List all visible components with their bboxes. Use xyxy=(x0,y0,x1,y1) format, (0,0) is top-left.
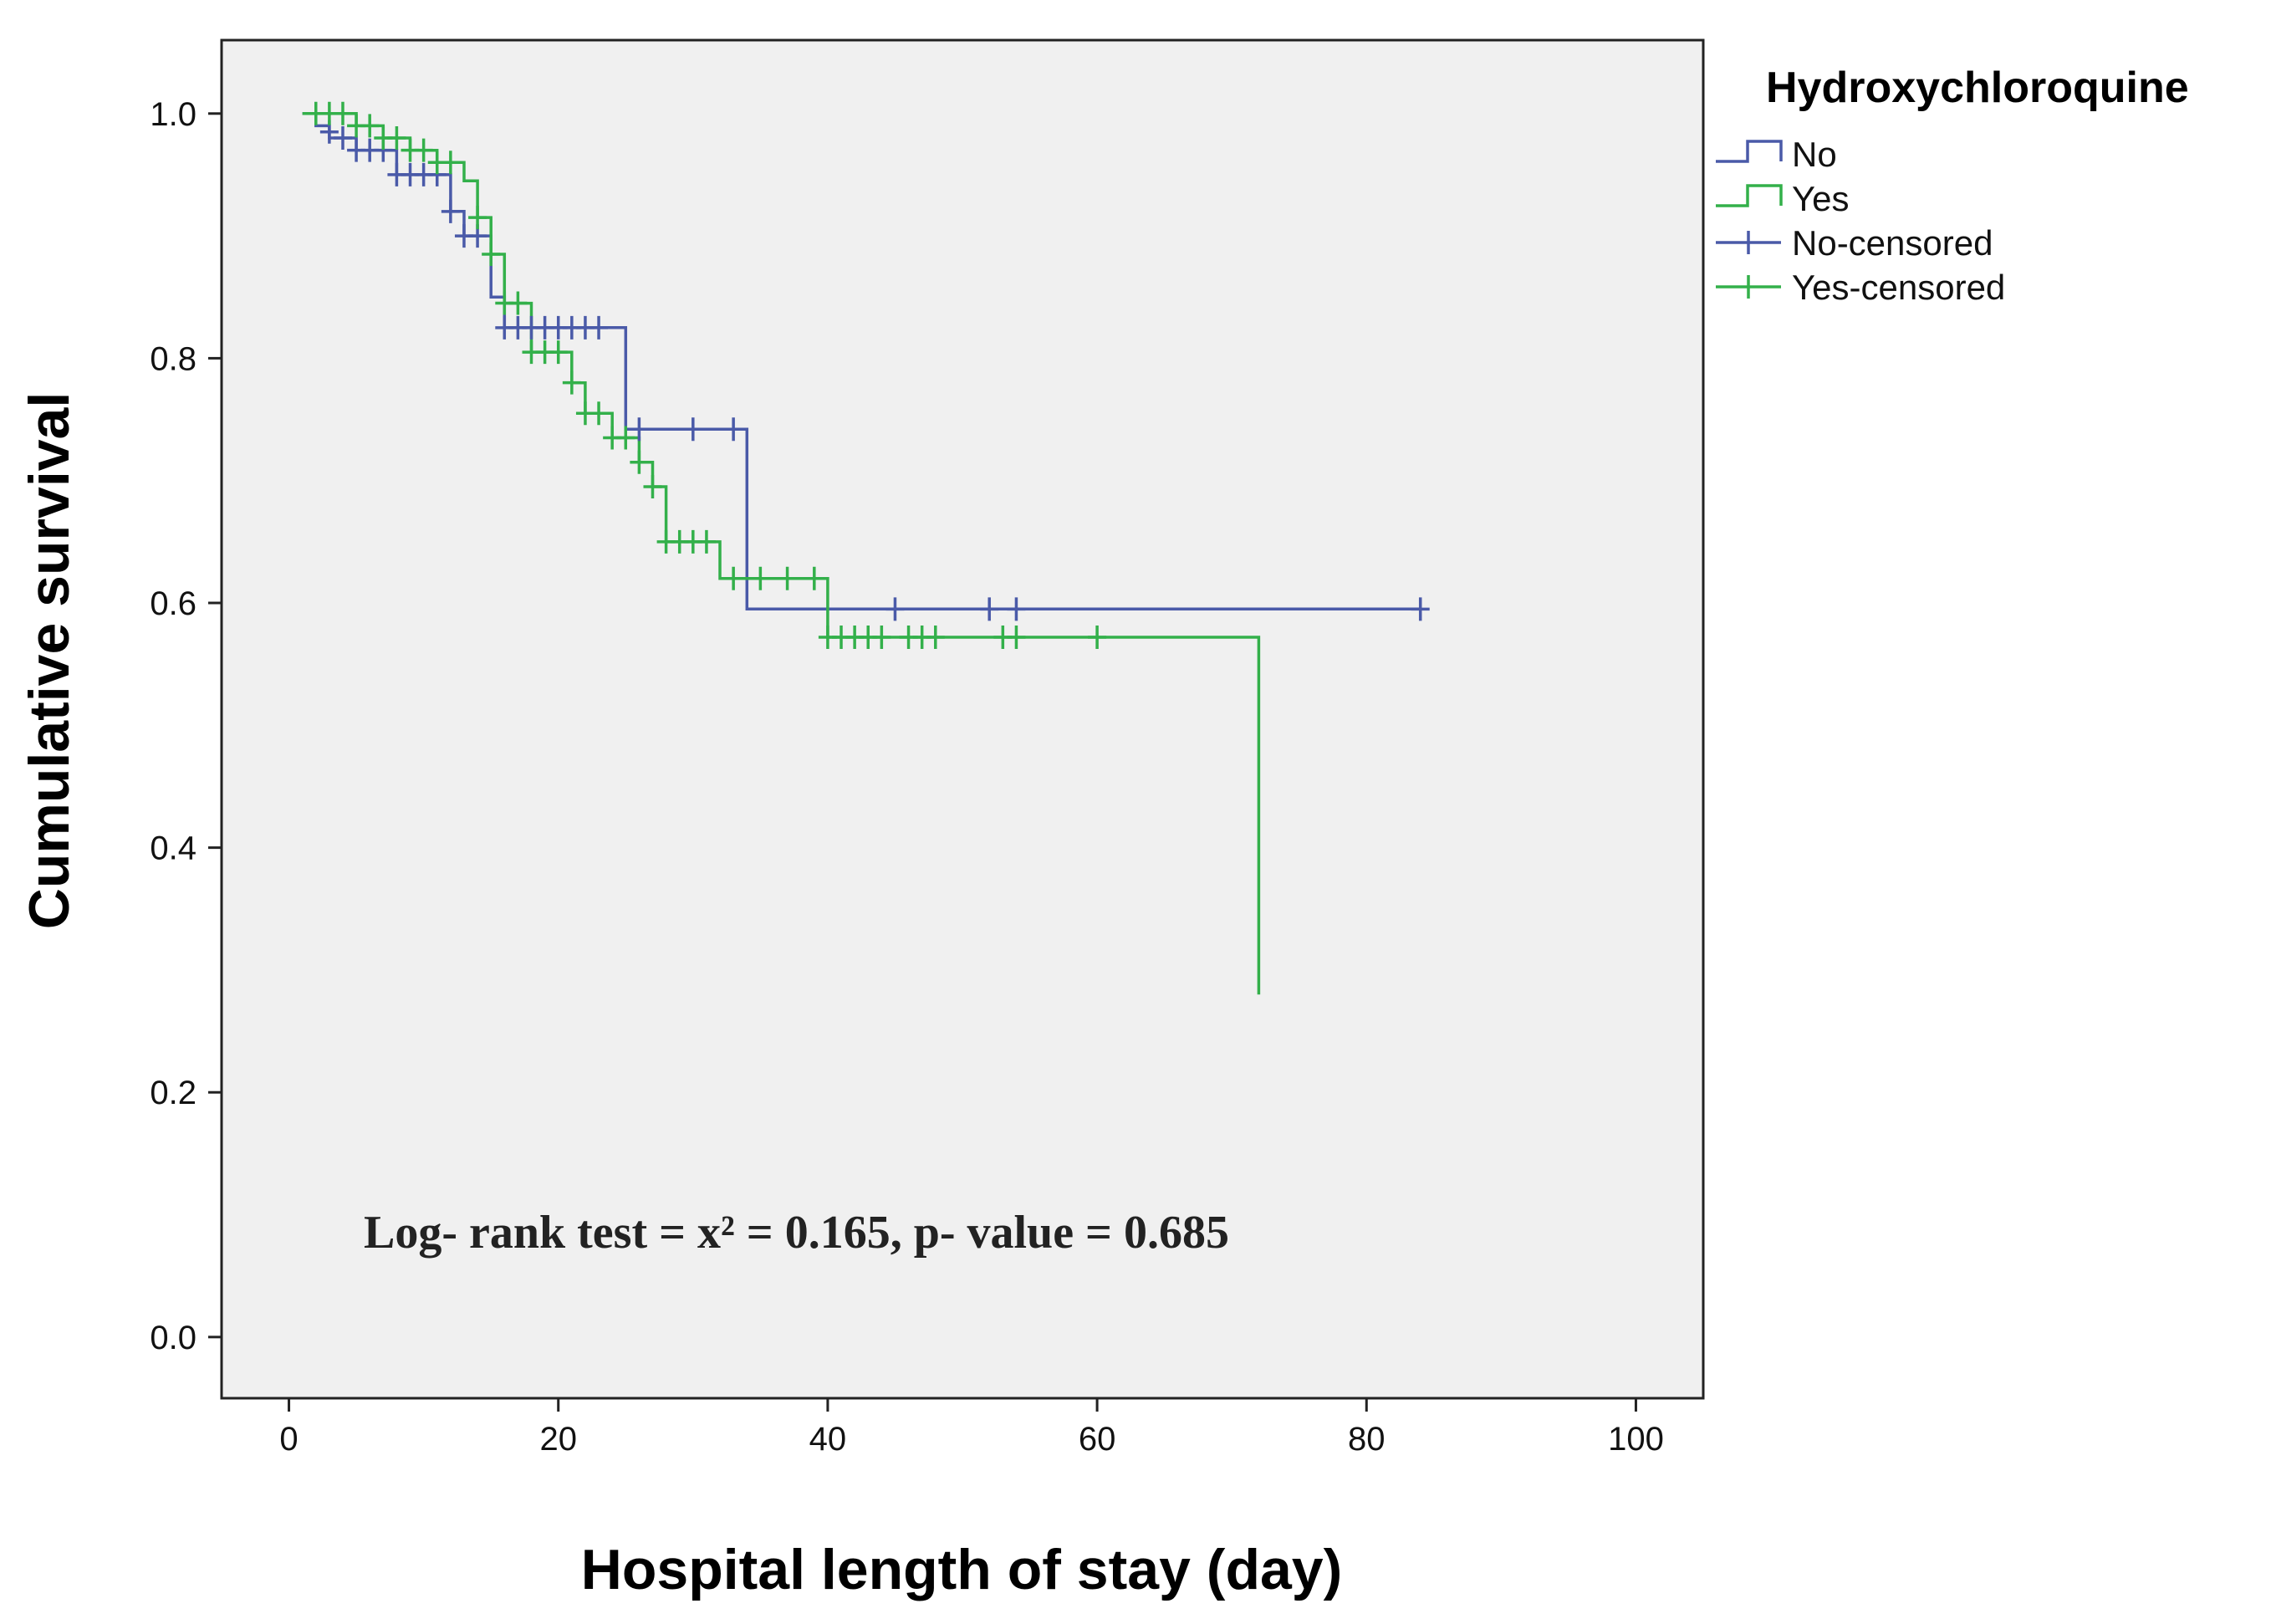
censor-mark-yes xyxy=(387,126,406,151)
censor-mark-yes xyxy=(872,625,891,649)
legend-label-yes: Yes xyxy=(1792,179,1850,218)
censor-mark-no xyxy=(630,417,649,442)
censor-mark-yes xyxy=(778,566,797,590)
legend-swatch-yes-censored xyxy=(1716,275,1781,299)
legend-swatch-no xyxy=(1716,140,1783,163)
censor-mark-no xyxy=(333,126,352,151)
censor-mark-yes xyxy=(697,529,716,554)
censor-mark-no xyxy=(980,597,999,621)
legend-label-no: No xyxy=(1792,135,1837,174)
censor-mark-yes xyxy=(508,291,528,315)
plot-area xyxy=(220,38,1705,1400)
censor-mark-yes xyxy=(482,243,501,267)
y-tick-label: 1.0 xyxy=(150,96,196,133)
censor-mark-no xyxy=(1411,597,1430,621)
y-tick-label: 0.2 xyxy=(150,1075,196,1111)
censor-mark-yes xyxy=(926,625,945,649)
censor-mark-yes xyxy=(549,340,568,365)
censor-mark-no xyxy=(885,597,905,621)
x-tick-label: 100 xyxy=(1608,1421,1664,1458)
axis-ticks: 0 20 40 60 80 100 0.0 0.2 0.4 0.6 0.8 1.0 xyxy=(150,96,1663,1458)
y-tick-label: 0.8 xyxy=(150,340,196,377)
censor-mark-yes xyxy=(589,401,609,426)
x-tick-label: 60 xyxy=(1079,1421,1116,1458)
legend-label-yes-censored: Yes-censored xyxy=(1792,268,2005,307)
censor-mark-no xyxy=(1007,597,1026,621)
y-axis-title: Cumulative survival xyxy=(18,392,81,929)
censor-mark-yes xyxy=(468,206,487,230)
censor-mark-yes xyxy=(1088,625,1107,649)
legend-label-no-censored: No-censored xyxy=(1792,223,1993,263)
legend: Hydroxychloroquine No Yes No-censored Yes-c… xyxy=(1716,64,2189,307)
y-tick-label: 0.6 xyxy=(150,585,196,622)
censor-mark-yes xyxy=(630,450,649,474)
x-tick-label: 80 xyxy=(1348,1421,1386,1458)
censor-mark-yes xyxy=(724,566,743,590)
x-tick-label: 0 xyxy=(279,1421,298,1458)
censored-markers xyxy=(306,101,1430,649)
legend-title: Hydroxychloroquine xyxy=(1766,64,2189,112)
censor-mark-yes xyxy=(360,114,380,138)
y-tick-label: 0.4 xyxy=(150,830,196,867)
legend-swatch-no-censored xyxy=(1716,231,1781,254)
censor-mark-no xyxy=(589,315,609,340)
censor-mark-no xyxy=(724,417,743,442)
censor-mark-yes xyxy=(333,101,352,125)
log-rank-annotation: Log- rank test = x² = 0.165, p- value = … xyxy=(364,1207,1229,1259)
censor-mark-yes xyxy=(1007,625,1026,649)
x-tick-label: 40 xyxy=(809,1421,847,1458)
censor-mark-no xyxy=(441,199,460,223)
censor-mark-yes xyxy=(751,566,770,590)
y-tick-label: 0.0 xyxy=(150,1320,196,1356)
censor-mark-no xyxy=(683,417,702,442)
censor-mark-yes xyxy=(643,475,662,499)
censor-mark-yes xyxy=(804,566,824,590)
legend-swatch-yes xyxy=(1716,184,1783,207)
censor-mark-yes xyxy=(562,370,581,395)
x-axis-title: Hospital length of stay (day) xyxy=(581,1538,1343,1601)
censor-mark-yes xyxy=(414,138,433,162)
censor-mark-yes xyxy=(441,151,460,175)
x-tick-label: 20 xyxy=(539,1421,577,1458)
censor-mark-yes xyxy=(616,426,635,450)
